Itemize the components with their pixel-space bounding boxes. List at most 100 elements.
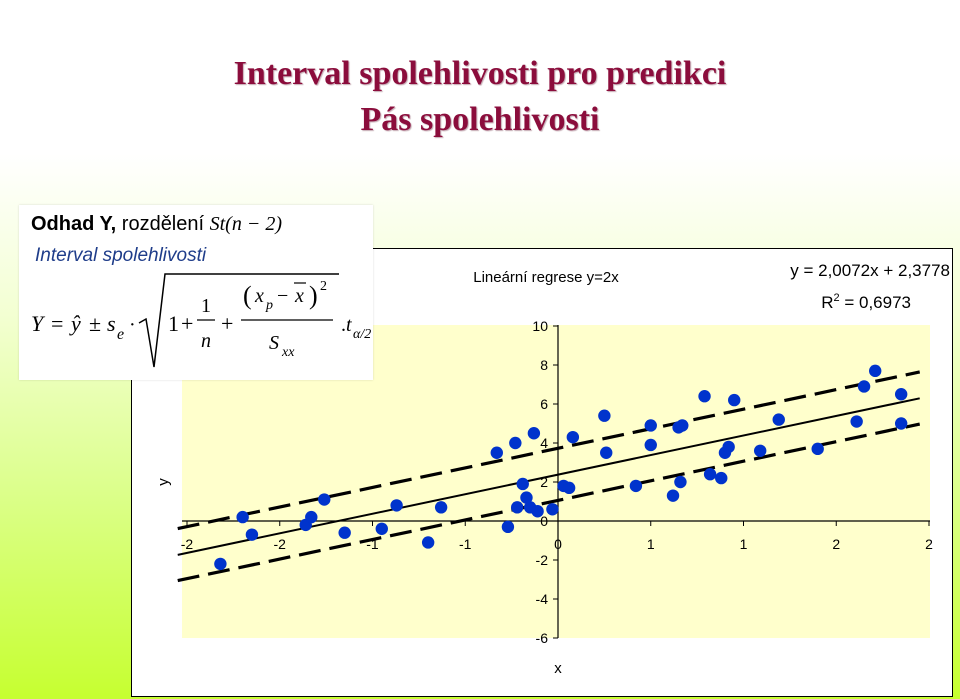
svg-text:±: ± [89, 311, 101, 336]
svg-text:.: . [341, 314, 346, 336]
svg-text:α/2: α/2 [353, 327, 371, 342]
band-lower-line [177, 422, 921, 583]
data-point [510, 501, 524, 514]
svg-text:n: n [201, 330, 211, 352]
data-point [520, 491, 533, 504]
svg-text:ŷ: ŷ [69, 311, 81, 336]
svg-text:+: + [221, 311, 233, 336]
formula-subheading: Interval spolehlivosti [35, 245, 207, 266]
slide-title: Interval spolehlivosti pro predikci [233, 55, 727, 92]
x-tick-label: 2 [832, 536, 840, 552]
svg-text:1: 1 [201, 295, 211, 317]
data-point [338, 526, 351, 539]
data-point [562, 481, 576, 495]
data-point [629, 479, 643, 493]
r-squared-value: = 0,6973 [840, 293, 911, 312]
data-point [516, 477, 529, 491]
data-point [715, 471, 728, 485]
data-point [753, 444, 767, 457]
regression-equation: y = 2,0072x + 2,3778 [790, 261, 950, 280]
y-axis-label: y [155, 478, 172, 486]
svg-text:): ) [309, 281, 318, 310]
svg-text:x: x [294, 285, 304, 307]
svg-text:s: s [107, 311, 116, 336]
data-point [390, 499, 403, 512]
x-tick-label: -2 [181, 536, 194, 552]
y-tick-label: -4 [536, 591, 549, 607]
y-tick-label: 6 [540, 396, 548, 412]
data-point [703, 468, 717, 481]
data-point [676, 419, 689, 432]
data-point [318, 493, 331, 506]
svg-text:+: + [181, 311, 193, 336]
data-point [434, 501, 448, 514]
data-point [772, 413, 785, 426]
data-point [644, 419, 657, 432]
r-squared-superscript: 2 [834, 292, 840, 304]
data-point [644, 438, 657, 452]
r-squared: R2 = 0,6973 [821, 292, 911, 312]
y-tick-label: 2 [540, 474, 548, 490]
x-tick-label: 2 [925, 536, 933, 552]
svg-text:−: − [277, 285, 288, 307]
formula-heading-bold: Odhad Y, [31, 213, 117, 235]
data-point [421, 536, 435, 549]
x-tick-label: 1 [740, 536, 748, 552]
svg-text:2: 2 [320, 279, 327, 294]
x-tick-label: -1 [366, 536, 379, 552]
data-point [527, 427, 541, 440]
svg-text:·: · [129, 314, 136, 336]
chart-title: Lineární regrese y=2x [473, 269, 619, 286]
y-tick-label: 0 [540, 513, 548, 529]
data-point [375, 522, 388, 535]
data-point [674, 475, 687, 489]
data-point [598, 409, 611, 422]
x-tick-label: 1 [647, 536, 655, 552]
r-squared-label: R [821, 293, 833, 312]
data-point [894, 388, 908, 401]
data-point [600, 446, 613, 459]
svg-text:(: ( [243, 281, 252, 310]
svg-text:p: p [265, 298, 273, 313]
data-point [214, 557, 227, 571]
x-axis-label: x [554, 660, 562, 677]
data-point [546, 503, 559, 516]
formula-box: Odhad Y, rozdělení St(n − 2) Interval sp… [19, 205, 373, 380]
formula-heading: Odhad Y, rozdělení St(n − 2) [31, 213, 282, 236]
svg-text:S: S [269, 332, 279, 354]
distribution-label: St(n − 2) [209, 213, 282, 235]
x-tick-label: -2 [274, 536, 287, 552]
data-point [509, 436, 522, 450]
data-point [698, 390, 711, 403]
data-point [869, 364, 882, 378]
data-point [236, 510, 249, 524]
prediction-interval-formula: Y = ŷ ± s e · 1 + 1 n + ( x p − x ) 2 S … [31, 273, 371, 368]
svg-text:e: e [117, 326, 124, 343]
y-tick-label: 10 [532, 318, 548, 334]
data-point [850, 415, 863, 428]
y-tick-label: -2 [536, 552, 549, 568]
data-point [722, 440, 735, 454]
data-point [531, 505, 544, 518]
band-upper-line [177, 370, 921, 531]
x-tick-label: -1 [459, 536, 472, 552]
svg-text:Y: Y [31, 311, 46, 336]
data-point [305, 510, 318, 524]
data-point [501, 520, 515, 534]
y-tick-label: 4 [540, 435, 548, 451]
slide-subtitle: Pás spolehlivosti [360, 101, 600, 138]
data-point [245, 528, 259, 541]
x-tick-label: 0 [554, 536, 562, 552]
svg-text:t: t [346, 314, 352, 336]
data-point [728, 393, 741, 407]
formula-heading-rest: rozdělení [121, 213, 205, 235]
y-tick-label: 8 [540, 357, 548, 373]
data-point [894, 417, 908, 430]
data-point [811, 442, 824, 456]
svg-text:1: 1 [168, 311, 179, 336]
data-point [490, 446, 503, 459]
data-point [666, 489, 680, 502]
svg-text:xx: xx [281, 345, 295, 360]
data-point [566, 430, 580, 444]
y-tick-label: -6 [536, 630, 549, 646]
